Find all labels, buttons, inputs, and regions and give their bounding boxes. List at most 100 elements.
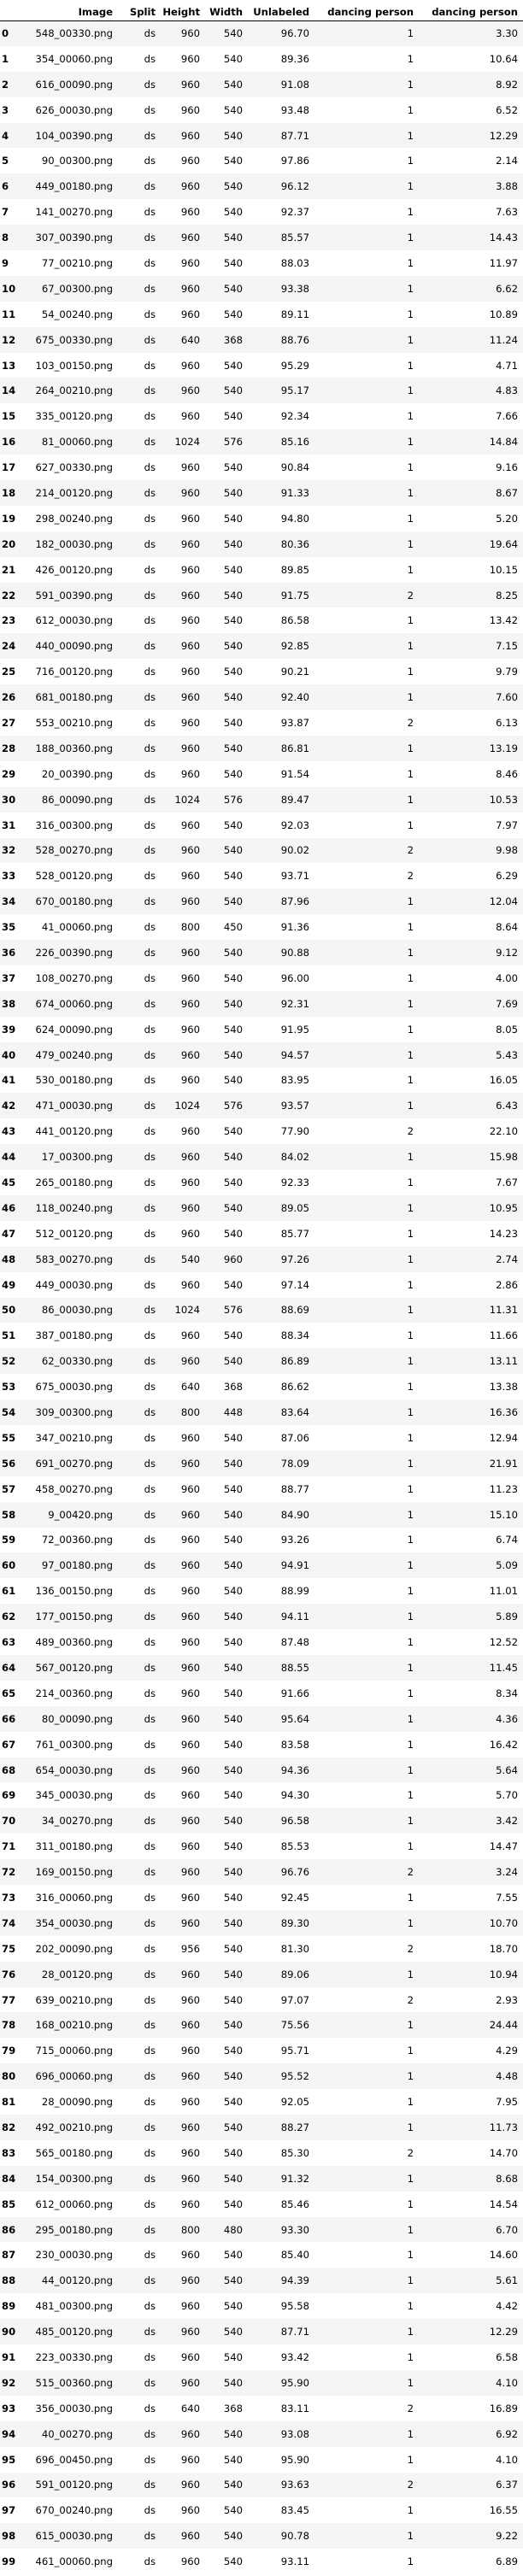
dancing-person-percent-cell: 9.12 bbox=[496, 947, 518, 959]
height-cell: 640 bbox=[180, 333, 200, 346]
dancing-person-count-cell: 1 bbox=[407, 997, 414, 1010]
split-cell: ds bbox=[144, 1100, 156, 1112]
height-cell: 960 bbox=[180, 819, 200, 831]
row-index: 88 bbox=[2, 2274, 16, 2287]
dancing-person-percent-cell: 3.30 bbox=[496, 27, 518, 40]
row-index: 24 bbox=[2, 640, 16, 653]
width-cell: 540 bbox=[223, 2146, 243, 2159]
split-cell: ds bbox=[144, 1177, 156, 1189]
unlabeled-cell: 91.32 bbox=[280, 2172, 309, 2185]
table-row: 87 230_00030.png ds 960 540 85.40 1 14.60 bbox=[0, 2242, 523, 2268]
table-row: 97 670_00240.png ds 960 540 83.45 1 16.55 bbox=[0, 2497, 523, 2524]
unlabeled-cell: 87.48 bbox=[280, 1636, 309, 1649]
split-cell: ds bbox=[144, 1023, 156, 1036]
split-cell: ds bbox=[144, 282, 156, 295]
dancing-person-percent-cell: 24.44 bbox=[489, 2019, 518, 2032]
row-index: 70 bbox=[2, 1815, 16, 1828]
height-cell: 960 bbox=[180, 2045, 200, 2057]
row-index: 86 bbox=[2, 2223, 16, 2236]
dancing-person-percent-cell: 11.97 bbox=[489, 256, 518, 269]
unlabeled-cell: 85.16 bbox=[280, 436, 309, 449]
image-cell: 624_00090.png bbox=[35, 1023, 113, 1036]
image-cell: 481_00300.png bbox=[35, 2300, 113, 2313]
split-cell: ds bbox=[144, 1942, 156, 1955]
row-index: 89 bbox=[2, 2300, 16, 2313]
row-index: 51 bbox=[2, 1329, 16, 1342]
table-row: 63 489_00360.png ds 960 540 87.48 1 12.52 bbox=[0, 1629, 523, 1655]
image-cell: 77_00210.png bbox=[41, 256, 113, 269]
height-cell: 960 bbox=[180, 742, 200, 754]
dancing-person-percent-cell: 4.10 bbox=[496, 2453, 518, 2466]
height-cell: 960 bbox=[180, 971, 200, 984]
dancing-person-count-cell: 1 bbox=[407, 512, 414, 525]
width-cell: 540 bbox=[223, 1023, 243, 1036]
split-cell: ds bbox=[144, 2427, 156, 2440]
image-cell: 108_00270.png bbox=[35, 971, 113, 984]
image-cell: 54_00240.png bbox=[41, 308, 113, 320]
dancing-person-percent-cell: 14.84 bbox=[489, 436, 518, 449]
row-index: 84 bbox=[2, 2172, 16, 2185]
row-index: 52 bbox=[2, 1355, 16, 1368]
unlabeled-cell: 96.70 bbox=[280, 27, 309, 40]
width-cell: 540 bbox=[223, 2172, 243, 2185]
height-cell: 960 bbox=[180, 2479, 200, 2491]
table-row: 83 565_00180.png ds 960 540 85.30 2 14.70 bbox=[0, 2139, 523, 2166]
width-cell: 540 bbox=[223, 1789, 243, 1802]
header-split: Split bbox=[118, 0, 161, 21]
width-cell: 540 bbox=[223, 1482, 243, 1495]
row-index: 47 bbox=[2, 1227, 16, 1240]
width-cell: 540 bbox=[223, 2045, 243, 2057]
image-cell: 761_00300.png bbox=[35, 1738, 113, 1751]
image-cell: 515_00360.png bbox=[35, 2376, 113, 2389]
width-cell: 540 bbox=[223, 2555, 243, 2568]
row-index: 66 bbox=[2, 1712, 16, 1725]
image-cell: 696_00450.png bbox=[35, 2453, 113, 2466]
unlabeled-cell: 91.36 bbox=[280, 921, 309, 934]
width-cell: 540 bbox=[223, 971, 243, 984]
width-cell: 576 bbox=[223, 436, 243, 449]
table-row: 24 440_00090.png ds 960 540 92.85 1 7.15 bbox=[0, 633, 523, 660]
split-cell: ds bbox=[144, 2146, 156, 2159]
height-cell: 960 bbox=[180, 1355, 200, 1368]
image-cell: 675_00330.png bbox=[35, 333, 113, 346]
split-cell: ds bbox=[144, 461, 156, 474]
row-index: 93 bbox=[2, 2402, 16, 2415]
split-cell: ds bbox=[144, 666, 156, 678]
width-cell: 540 bbox=[223, 27, 243, 40]
unlabeled-cell: 85.53 bbox=[280, 1840, 309, 1853]
dancing-person-count-cell: 1 bbox=[407, 256, 414, 269]
split-cell: ds bbox=[144, 410, 156, 423]
table-row: 79 715_00060.png ds 960 540 95.71 1 4.29 bbox=[0, 2038, 523, 2064]
image-cell: 347_00210.png bbox=[35, 1431, 113, 1444]
split-cell: ds bbox=[144, 1815, 156, 1828]
width-cell: 540 bbox=[223, 1712, 243, 1725]
unlabeled-cell: 92.40 bbox=[280, 691, 309, 704]
table-row: 5 90_00300.png ds 960 540 97.86 1 2.14 bbox=[0, 148, 523, 174]
split-cell: ds bbox=[144, 1916, 156, 1929]
image-cell: 41_00060.png bbox=[41, 921, 113, 934]
table-row: 17 627_00330.png ds 960 540 90.84 1 9.16 bbox=[0, 455, 523, 481]
dancing-person-percent-cell: 7.97 bbox=[496, 819, 518, 831]
split-cell: ds bbox=[144, 563, 156, 576]
split-cell: ds bbox=[144, 2223, 156, 2236]
width-cell: 480 bbox=[223, 2223, 243, 2236]
row-index: 45 bbox=[2, 1177, 16, 1189]
dancing-person-percent-cell: 7.67 bbox=[496, 1177, 518, 1189]
image-cell: 316_00300.png bbox=[35, 819, 113, 831]
width-cell: 540 bbox=[223, 52, 243, 65]
image-cell: 440_00090.png bbox=[35, 640, 113, 653]
dancing-person-count-cell: 1 bbox=[407, 2172, 414, 2185]
row-index: 60 bbox=[2, 1559, 16, 1572]
dancing-person-count-cell: 1 bbox=[407, 1329, 414, 1342]
height-cell: 960 bbox=[180, 1993, 200, 2006]
table-row: 36 226_00390.png ds 960 540 90.88 1 9.12 bbox=[0, 940, 523, 965]
image-cell: 492_00210.png bbox=[35, 2121, 113, 2133]
row-index: 36 bbox=[2, 947, 16, 959]
table-row: 90 485_00120.png ds 960 540 87.71 1 12.29 bbox=[0, 2319, 523, 2345]
row-index: 8 bbox=[2, 232, 9, 244]
row-index: 27 bbox=[2, 716, 16, 729]
split-cell: ds bbox=[144, 1431, 156, 1444]
dancing-person-count-cell: 2 bbox=[407, 2146, 414, 2159]
dancing-person-count-cell: 1 bbox=[407, 614, 414, 627]
row-index: 61 bbox=[2, 1585, 16, 1598]
